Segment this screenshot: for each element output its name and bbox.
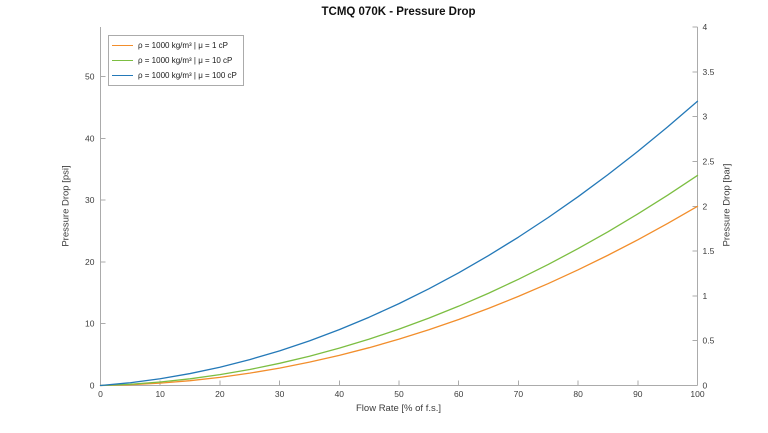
x-tick-label: 10 <box>155 389 165 399</box>
y-right-tick-label: 0 <box>703 381 708 391</box>
series-lines <box>99 100 699 387</box>
y-right-tick-label: 1 <box>703 291 708 301</box>
y-axis-right-ticks: 0 0.5 1 1.5 2 2.5 3 3.5 4 <box>692 22 715 391</box>
legend-item-label: ρ = 1000 kg/m³ | μ = 1 cP <box>138 41 228 50</box>
y-left-tick-label: 0 <box>90 381 95 391</box>
series-line-0 <box>99 205 699 387</box>
y-left-tick-label: 50 <box>85 72 95 82</box>
legend-item: ρ = 1000 kg/m³ | μ = 1 cP <box>112 38 237 53</box>
x-tick-label: 0 <box>98 389 103 399</box>
x-tick-label: 40 <box>335 389 345 399</box>
y-right-tick-label: 0.5 <box>703 336 715 346</box>
x-tick-label: 30 <box>275 389 285 399</box>
y-axis-right-label: Pressure Drop [bar] <box>721 163 733 247</box>
y-axis-left-label: Pressure Drop [psi] <box>60 165 72 247</box>
x-axis-label: Flow Rate [% of f.s.] <box>356 403 441 414</box>
y-right-tick-label: 3.5 <box>703 67 715 77</box>
x-tick-label: 50 <box>394 389 404 399</box>
legend-swatch-icon <box>112 45 133 46</box>
series-line-1 <box>99 174 699 387</box>
x-tick-label: 100 <box>690 389 704 399</box>
y-left-tick-label: 10 <box>85 319 95 329</box>
x-tick-label: 90 <box>633 389 643 399</box>
x-tick-label: 70 <box>514 389 524 399</box>
x-tick-label: 20 <box>215 389 225 399</box>
y-right-tick-label: 3 <box>703 112 708 122</box>
x-axis-ticks: 0 10 20 30 40 50 60 70 80 90 100 <box>98 380 705 399</box>
legend: ρ = 1000 kg/m³ | μ = 1 cP ρ = 1000 kg/m³ … <box>108 35 244 86</box>
y-right-tick-label: 2.5 <box>703 156 715 166</box>
legend-swatch-icon <box>112 75 133 76</box>
legend-item: ρ = 1000 kg/m³ | μ = 10 cP <box>112 53 237 68</box>
y-right-tick-label: 2 <box>703 201 708 211</box>
x-tick-label: 80 <box>573 389 583 399</box>
y-left-tick-label: 40 <box>85 133 95 143</box>
legend-item-label: ρ = 1000 kg/m³ | μ = 100 cP <box>138 71 237 80</box>
y-axis-left-ticks: 0 10 20 30 40 50 <box>85 72 106 391</box>
y-left-tick-label: 30 <box>85 195 95 205</box>
legend-item: ρ = 1000 kg/m³ | μ = 100 cP <box>112 68 237 83</box>
chart-title: TCMQ 070K - Pressure Drop <box>321 6 476 18</box>
legend-item-label: ρ = 1000 kg/m³ | μ = 10 cP <box>138 56 233 65</box>
legend-swatch-icon <box>112 60 133 61</box>
y-right-tick-label: 4 <box>703 22 708 32</box>
series-line-2 <box>99 100 699 387</box>
x-tick-label: 60 <box>454 389 464 399</box>
y-left-tick-label: 20 <box>85 257 95 267</box>
y-right-tick-label: 1.5 <box>703 246 715 256</box>
